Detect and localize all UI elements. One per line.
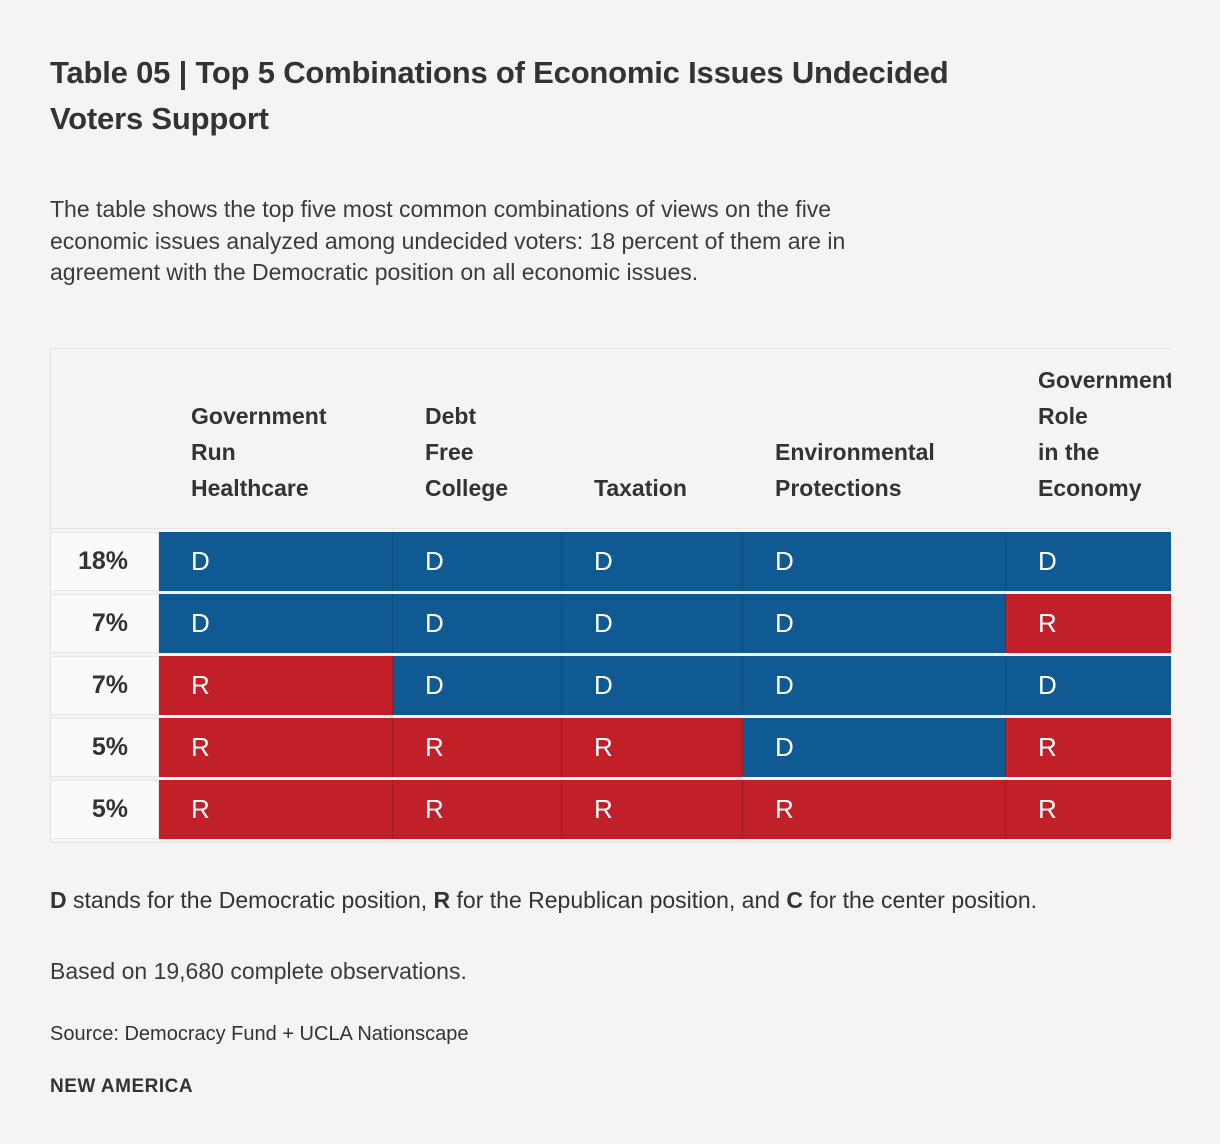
row-percent-label: 5%: [51, 717, 159, 777]
table-cell: D: [743, 655, 1006, 715]
table-cell: D: [393, 655, 562, 715]
column-header-economy: Government Role in the Economy: [1006, 352, 1171, 529]
table-cell: D: [393, 593, 562, 653]
column-header-college: Debt Free College: [393, 352, 562, 529]
table-cell: D: [1006, 655, 1171, 715]
table-cell: R: [1006, 779, 1171, 839]
table-row: 5% R R R D R: [51, 717, 1171, 777]
legend-d-abbrev: D: [50, 886, 67, 913]
table-cell: R: [393, 779, 562, 839]
table-cell: D: [562, 531, 743, 591]
row-percent-label: 7%: [51, 655, 159, 715]
table-scroll-viewport[interactable]: Government Run Healthcare Debt Free Coll…: [50, 347, 1171, 843]
table-row: 5% R R R R R: [51, 779, 1171, 839]
table-cell: D: [1006, 531, 1171, 591]
legend-c-text: for the center position.: [803, 886, 1038, 913]
table-cell: R: [562, 717, 743, 777]
table-cell: R: [1006, 593, 1171, 653]
legend-c-abbrev: C: [786, 886, 804, 913]
row-percent-label: 18%: [51, 531, 159, 591]
combinations-table: Government Run Healthcare Debt Free Coll…: [51, 349, 1171, 842]
source-credit: Source: Democracy Fund + UCLA Nationscap…: [50, 1023, 469, 1045]
corner-cell: [51, 352, 159, 529]
brand-name: NEW AMERICA: [50, 1076, 194, 1097]
table-row: 18% D D D D D: [51, 531, 1171, 591]
legend-text: D stands for the Democratic position, R …: [50, 885, 1170, 917]
column-header-environment: Environmental Protections: [743, 352, 1006, 529]
table-row: 7% D D D D R: [51, 593, 1171, 653]
table-cell: D: [743, 531, 1006, 591]
table-cell: D: [562, 655, 743, 715]
legend-r-text: for the Republican position, and: [450, 886, 787, 913]
observations-note: Based on 19,680 complete observations.: [50, 958, 467, 984]
column-header-taxation: Taxation: [562, 352, 743, 529]
figure-title: Table 05 | Top 5 Combinations of Economi…: [50, 55, 949, 136]
figure-description: The table shows the top five most common…: [50, 196, 846, 285]
table-header-row: Government Run Healthcare Debt Free Coll…: [51, 352, 1171, 529]
table-cell: R: [159, 779, 393, 839]
legend-r-abbrev: R: [433, 886, 451, 913]
row-percent-label: 7%: [51, 593, 159, 653]
table-cell: D: [159, 593, 393, 653]
table-cell: R: [1006, 717, 1171, 777]
table-cell: D: [743, 593, 1006, 653]
table-cell: D: [743, 717, 1006, 777]
table-cell: R: [562, 779, 743, 839]
table-cell: D: [393, 531, 562, 591]
row-percent-label: 5%: [51, 779, 159, 839]
table-cell: R: [159, 717, 393, 777]
table-cell: D: [159, 531, 393, 591]
table-cell: R: [159, 655, 393, 715]
legend-d-text: stands for the Democratic position,: [66, 886, 434, 913]
table-cell: R: [743, 779, 1006, 839]
column-header-healthcare: Government Run Healthcare: [159, 352, 393, 529]
table-cell: R: [393, 717, 562, 777]
table-cell: D: [562, 593, 743, 653]
table-row: 7% R D D D D: [51, 655, 1171, 715]
